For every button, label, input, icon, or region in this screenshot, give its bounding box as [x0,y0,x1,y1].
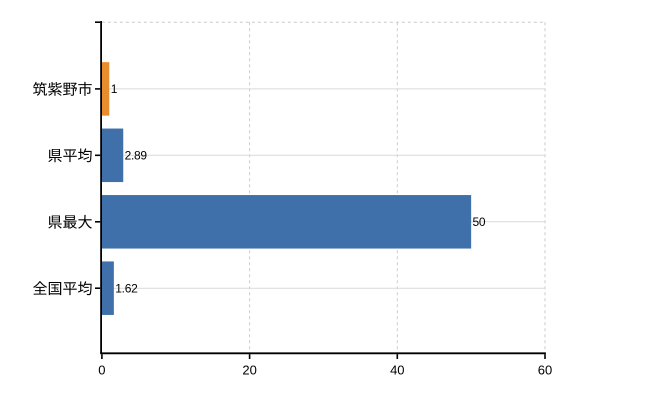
svg-text:40: 40 [390,363,404,378]
svg-text:1.62: 1.62 [115,281,138,295]
svg-text:2.89: 2.89 [125,149,148,163]
svg-text:1: 1 [111,82,118,96]
svg-text:20: 20 [242,363,256,378]
svg-text:50: 50 [473,215,486,229]
svg-text:0: 0 [98,363,105,378]
svg-text:60: 60 [538,363,552,378]
